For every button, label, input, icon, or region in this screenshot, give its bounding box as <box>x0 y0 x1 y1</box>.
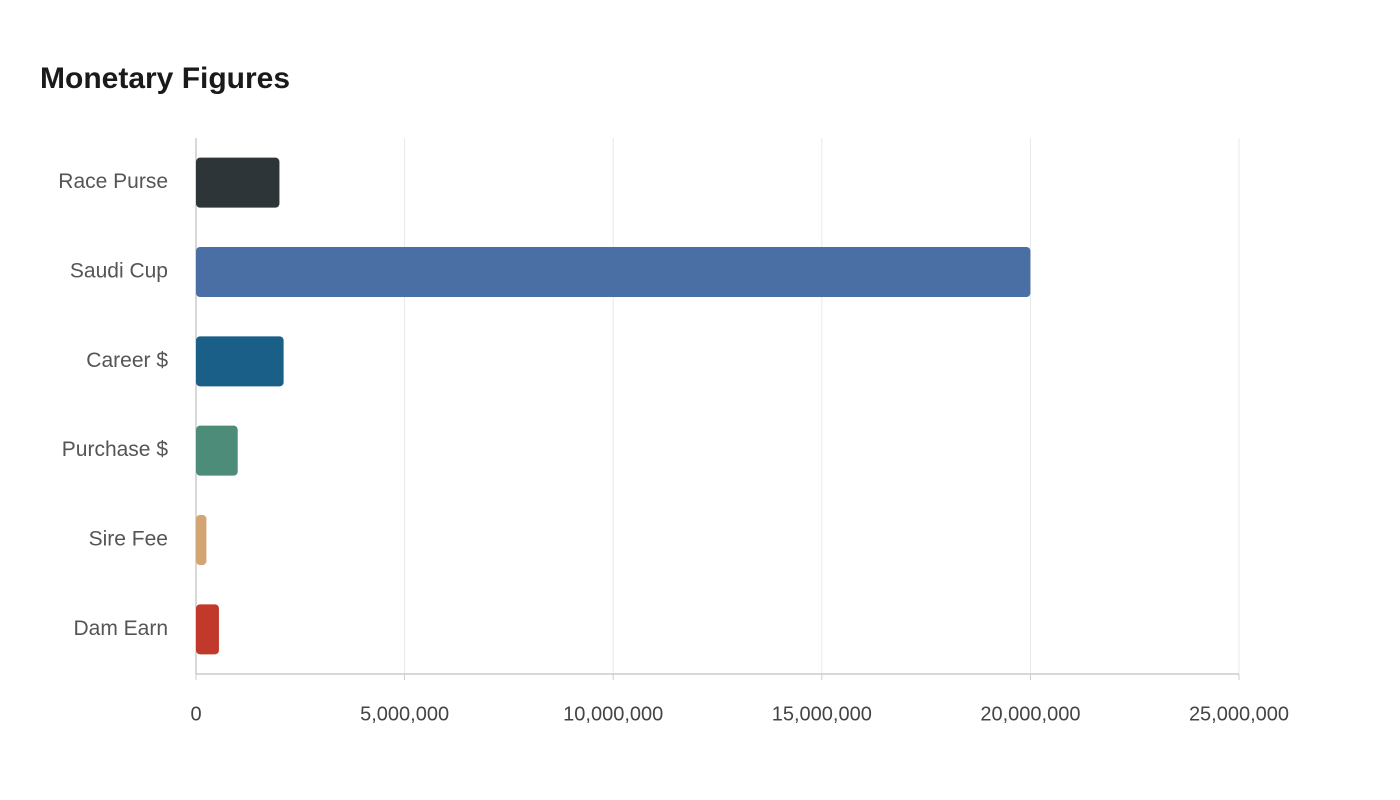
bar <box>196 247 1031 297</box>
y-tick-label: Purchase $ <box>62 438 169 461</box>
bar <box>196 604 219 655</box>
x-tick-label: 0 <box>190 703 201 725</box>
y-tick-label: Race Purse <box>58 170 168 193</box>
x-tick-label: 5,000,000 <box>360 703 449 725</box>
y-tick-label: Career $ <box>86 349 168 372</box>
bar <box>196 425 238 476</box>
bar <box>196 157 280 208</box>
y-tick-label: Sire Fee <box>89 528 168 551</box>
x-tick-label: 10,000,000 <box>563 703 663 725</box>
chart-title: Monetary Figures <box>40 62 290 95</box>
x-tick-label: 20,000,000 <box>980 703 1080 725</box>
x-tick-label: 15,000,000 <box>772 703 872 725</box>
bar <box>196 515 207 565</box>
y-tick-label: Dam Earn <box>73 617 168 640</box>
bar <box>196 336 284 387</box>
x-tick-label: 25,000,000 <box>1189 703 1289 725</box>
y-tick-label: Saudi Cup <box>70 260 168 283</box>
